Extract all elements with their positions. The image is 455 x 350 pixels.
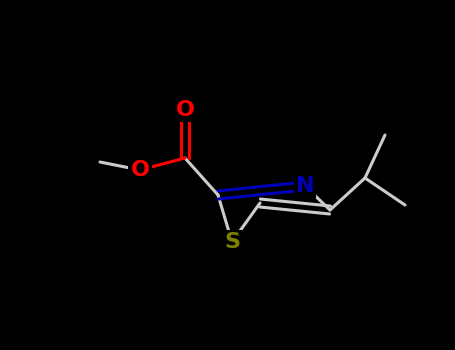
Text: O: O (131, 160, 150, 180)
Text: S: S (224, 232, 240, 252)
Text: N: N (296, 176, 314, 196)
Text: O: O (176, 100, 194, 120)
